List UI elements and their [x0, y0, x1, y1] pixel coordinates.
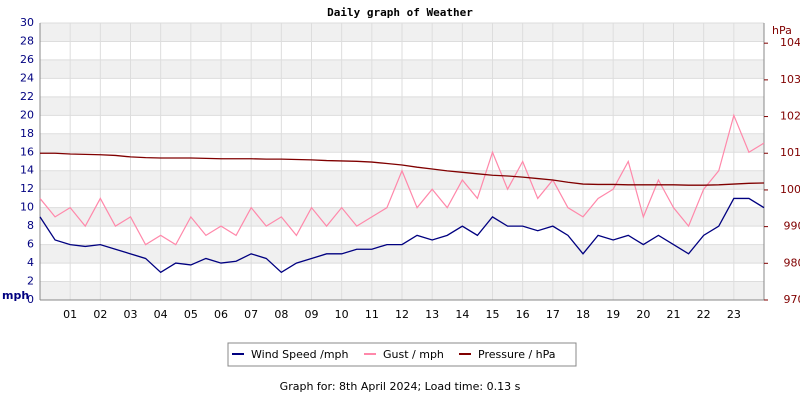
y2-tick-label: 980 — [784, 256, 800, 269]
x-tick-label: 22 — [697, 308, 711, 321]
x-tick-label: 03 — [124, 308, 138, 321]
x-tick-label: 19 — [606, 308, 620, 321]
chart-title: Daily graph of Weather — [327, 6, 473, 19]
x-tick-label: 18 — [576, 308, 590, 321]
y2-tick-label: 1000 — [780, 183, 800, 196]
y-tick-label: 4 — [27, 256, 34, 269]
y-tick-label: 6 — [27, 238, 34, 251]
y-axis-unit: mph — [2, 289, 29, 302]
y2-tick-label: 1030 — [780, 73, 800, 86]
y-tick-label: 0 — [27, 293, 34, 306]
x-tick-label: 16 — [516, 308, 530, 321]
y-tick-label: 22 — [20, 90, 34, 103]
x-tick-label: 04 — [154, 308, 168, 321]
x-tick-label: 13 — [425, 308, 439, 321]
y2-tick-label: 970 — [784, 293, 800, 306]
x-tick-label: 07 — [244, 308, 258, 321]
y-tick-label: 8 — [27, 219, 34, 232]
x-tick-label: 08 — [274, 308, 288, 321]
x-tick-label: 23 — [727, 308, 741, 321]
y-tick-label: 30 — [20, 16, 34, 29]
y-tick-label: 2 — [27, 275, 34, 288]
x-tick-label: 09 — [305, 308, 319, 321]
y-tick-label: 18 — [20, 127, 34, 140]
plot-area — [40, 23, 764, 300]
legend-label: Gust / mph — [383, 348, 444, 361]
y-tick-label: 14 — [20, 164, 34, 177]
y-tick-label: 28 — [20, 34, 34, 47]
footer: Graph for: 8th April 2024; Load time: 0.… — [280, 380, 521, 393]
y-tick-label: 16 — [20, 145, 34, 158]
x-tick-label: 10 — [335, 308, 349, 321]
y-tick-label: 26 — [20, 53, 34, 66]
legend-label: Wind Speed /mph — [251, 348, 349, 361]
y-tick-label: 20 — [20, 108, 34, 121]
x-tick-label: 01 — [63, 308, 77, 321]
x-tick-label: 02 — [93, 308, 107, 321]
x-tick-label: 17 — [546, 308, 560, 321]
x-tick-label: 06 — [214, 308, 228, 321]
y-tick-label: 24 — [20, 71, 34, 84]
x-tick-label: 12 — [395, 308, 409, 321]
x-tick-label: 14 — [455, 308, 469, 321]
y2-tick-label: 1010 — [780, 146, 800, 159]
y2-axis-unit: hPa — [772, 24, 792, 37]
x-tick-label: 20 — [636, 308, 650, 321]
legend-label: Pressure / hPa — [478, 348, 556, 361]
y2-tick-label: 990 — [784, 220, 800, 233]
y-tick-label: 10 — [20, 201, 34, 214]
x-tick-label: 11 — [365, 308, 379, 321]
x-tick-label: 21 — [667, 308, 681, 321]
x-tick-label: 05 — [184, 308, 198, 321]
y-tick-label: 12 — [20, 182, 34, 195]
x-tick-label: 15 — [486, 308, 500, 321]
